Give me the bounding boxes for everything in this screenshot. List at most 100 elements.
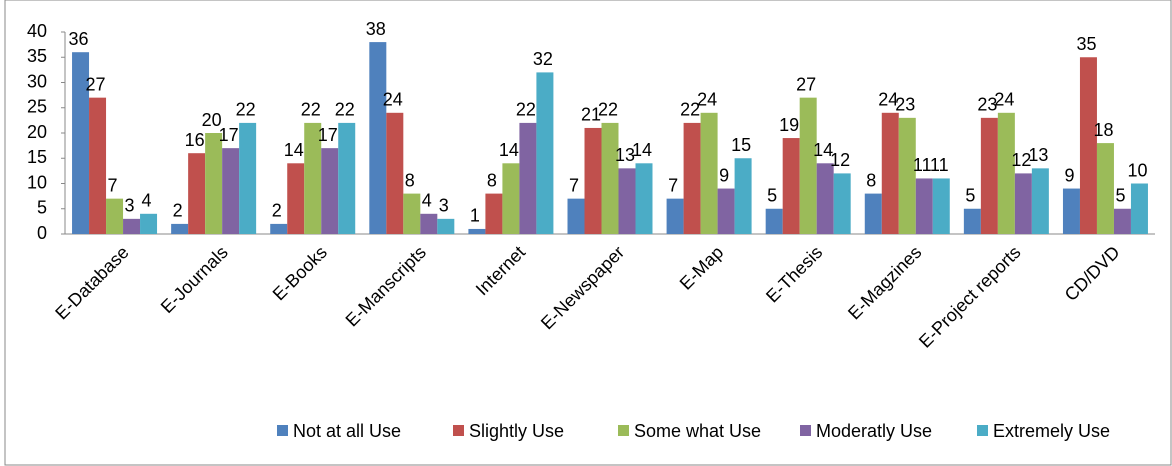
value-label: 14 <box>499 140 519 160</box>
bar <box>386 112 404 234</box>
value-label: 10 <box>1127 160 1147 180</box>
chart-border <box>4 0 1172 466</box>
value-label: 7 <box>569 175 579 195</box>
bar <box>601 122 619 234</box>
bar <box>683 122 701 234</box>
value-label: 23 <box>895 95 915 115</box>
bar <box>468 228 486 234</box>
value-label: 13 <box>615 145 635 165</box>
value-label: 8 <box>487 170 497 190</box>
bar <box>106 198 124 234</box>
legend-label: Some what Use <box>634 421 761 441</box>
bar <box>1096 143 1114 234</box>
bar <box>72 52 90 235</box>
value-label: 22 <box>301 100 321 120</box>
bar <box>519 122 537 234</box>
bar <box>140 213 158 234</box>
bar <box>89 97 107 235</box>
legend-label: Extremely Use <box>993 421 1110 441</box>
value-label: 12 <box>1011 150 1031 170</box>
x-tick-label: E-Thesis <box>762 242 826 306</box>
bar <box>321 148 339 234</box>
value-label: 35 <box>1076 34 1096 54</box>
value-label: 27 <box>796 74 816 94</box>
value-label: 4 <box>142 191 152 211</box>
bar <box>997 112 1015 234</box>
bar <box>799 97 817 235</box>
value-label: 22 <box>335 100 355 120</box>
value-label: 17 <box>219 125 239 145</box>
value-label: 11 <box>930 155 949 175</box>
x-tick-label: Internet <box>472 242 529 299</box>
bar <box>502 163 520 234</box>
bar <box>369 42 387 234</box>
value-label: 38 <box>366 19 386 39</box>
value-label: 1 <box>470 206 480 226</box>
legend-swatch <box>977 425 988 436</box>
y-tick-label: 15 <box>27 147 47 167</box>
bar <box>666 198 684 234</box>
value-label: 2 <box>272 201 282 221</box>
value-label: 8 <box>405 170 415 190</box>
bar <box>980 117 998 234</box>
bar <box>932 178 950 234</box>
value-label: 24 <box>878 90 898 110</box>
value-label: 12 <box>830 150 850 170</box>
value-label: 13 <box>1028 145 1048 165</box>
bar <box>1031 168 1049 234</box>
bar <box>635 163 653 234</box>
x-tick-label: E-Books <box>269 242 331 304</box>
value-label: 24 <box>994 90 1014 110</box>
bar <box>864 193 882 234</box>
bar <box>765 208 783 234</box>
bar <box>833 173 851 234</box>
bar <box>1113 208 1131 234</box>
value-label: 4 <box>422 191 432 211</box>
bar <box>338 122 356 234</box>
legend-swatch <box>618 425 629 436</box>
x-tick-label: E-Database <box>51 242 132 323</box>
value-label: 24 <box>383 90 403 110</box>
legend-label: Slightly Use <box>469 421 564 441</box>
bar <box>123 218 141 234</box>
x-tick-label: E-Manscripts <box>342 242 430 330</box>
bar <box>239 122 257 234</box>
value-label: 24 <box>697 90 717 110</box>
x-tick-label: E-Map <box>676 242 728 294</box>
y-tick-label: 30 <box>27 71 47 91</box>
bar <box>567 198 585 234</box>
value-label: 9 <box>719 165 729 185</box>
bar <box>536 72 554 235</box>
bar <box>816 163 834 234</box>
x-tick-label: E-Newspaper <box>537 242 628 333</box>
x-tick-label: E-Magzines <box>844 242 925 323</box>
value-label: 14 <box>632 140 652 160</box>
bar <box>584 127 602 234</box>
bar <box>403 193 421 234</box>
x-tick-label: CD/DVD <box>1061 242 1124 305</box>
value-label: 5 <box>965 186 975 206</box>
bar <box>287 163 305 234</box>
value-label: 19 <box>779 115 799 135</box>
bar <box>717 188 735 234</box>
value-label: 22 <box>516 100 536 120</box>
value-label: 3 <box>439 196 449 216</box>
value-label: 22 <box>236 100 256 120</box>
bar <box>963 208 981 234</box>
legend-label: Not at all Use <box>293 421 401 441</box>
bar <box>304 122 322 234</box>
value-label: 14 <box>284 140 304 160</box>
bar <box>1130 183 1148 234</box>
bar <box>485 193 503 234</box>
value-label: 15 <box>731 135 751 155</box>
y-tick-label: 20 <box>27 122 47 142</box>
bar <box>618 168 636 234</box>
bar <box>1014 173 1032 234</box>
legend-swatch <box>800 425 811 436</box>
bar <box>1079 57 1097 234</box>
value-label: 7 <box>668 175 678 195</box>
y-tick-label: 40 <box>27 21 47 41</box>
legend-swatch <box>277 425 288 436</box>
value-label: 27 <box>86 74 106 94</box>
